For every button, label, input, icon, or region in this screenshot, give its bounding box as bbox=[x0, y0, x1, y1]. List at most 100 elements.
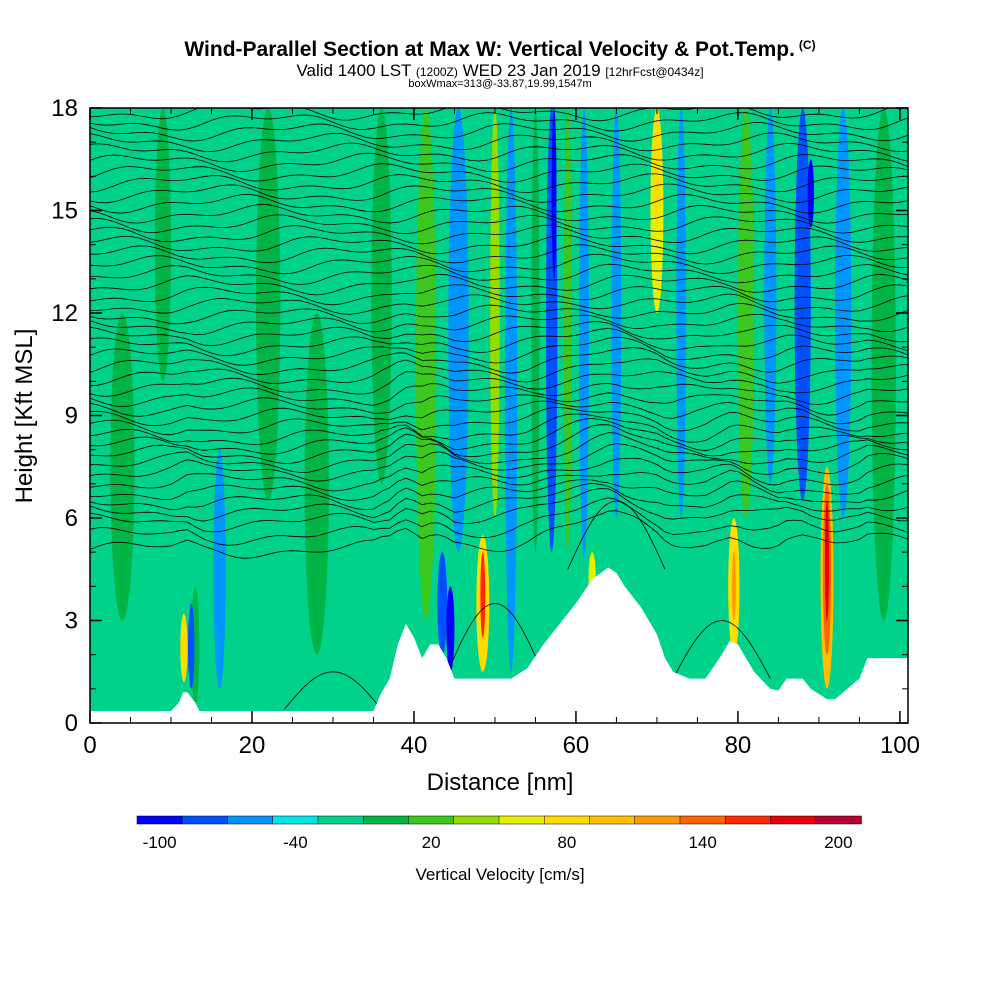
theta-contour-6 bbox=[90, 457, 908, 492]
theta-contour-13 bbox=[90, 400, 908, 427]
w-band-23 bbox=[611, 108, 622, 518]
colorbar-tick-label: 200 bbox=[824, 833, 852, 852]
colorbar-swatch-14 bbox=[770, 815, 817, 825]
theta-contour-11 bbox=[90, 413, 908, 445]
theta-contour-38 bbox=[90, 152, 908, 173]
x-tick-label: 0 bbox=[83, 732, 96, 759]
colorbar-swatch-5 bbox=[363, 815, 410, 825]
theta-contour-8 bbox=[90, 432, 908, 473]
y-tick-label: 12 bbox=[51, 300, 78, 327]
w-band-30 bbox=[764, 108, 777, 484]
x-tick-label: 20 bbox=[239, 732, 266, 759]
colorbar-swatch-2 bbox=[227, 815, 274, 825]
x-tick-label: 60 bbox=[563, 732, 590, 759]
theta-contour-2 bbox=[90, 488, 908, 533]
w-band-32 bbox=[807, 159, 815, 228]
colorbar-swatch-10 bbox=[589, 815, 636, 825]
w-band-5 bbox=[213, 449, 226, 689]
w-band-10 bbox=[437, 552, 448, 655]
theta-contour-5 bbox=[90, 469, 908, 501]
theta-contour-28 bbox=[90, 253, 908, 275]
y-tick-label: 9 bbox=[65, 403, 78, 430]
theta-contour-30 bbox=[90, 234, 908, 255]
theta-contour-15 bbox=[90, 382, 908, 408]
x-tick-label: 40 bbox=[401, 732, 428, 759]
w-band-8 bbox=[371, 108, 392, 484]
theta-contour-3 bbox=[90, 482, 908, 522]
w-band-7 bbox=[304, 313, 329, 655]
theta-contour-19 bbox=[90, 336, 908, 366]
colorbar-tick-label: -100 bbox=[143, 833, 177, 852]
theta-contour-21 bbox=[90, 321, 908, 347]
theta-contour-39 bbox=[90, 142, 908, 163]
colorbar-tick-label: -40 bbox=[283, 833, 308, 852]
colorbar-swatch-8 bbox=[498, 815, 545, 825]
theta-contour-18 bbox=[90, 347, 908, 376]
theta-low-contour-0 bbox=[284, 671, 382, 710]
colorbar-swatch-7 bbox=[453, 815, 500, 825]
colorbar-swatch-12 bbox=[679, 815, 726, 825]
w-band-28 bbox=[731, 552, 736, 621]
colorbar-swatch-4 bbox=[317, 815, 364, 825]
y-tick-label: 6 bbox=[65, 505, 78, 532]
theta-low-contour-3 bbox=[672, 620, 771, 679]
theta-contour-43 bbox=[90, 108, 890, 122]
y-axis-label: Height [Kft MSL] bbox=[11, 329, 38, 504]
title-mark: (C) bbox=[798, 38, 816, 52]
w-band-36 bbox=[835, 108, 852, 518]
box-max-info: boxWmax=313@-33.87,19.99,1547m bbox=[408, 78, 592, 90]
w-band-12 bbox=[448, 108, 469, 553]
subtitle-utc: (1200Z) bbox=[415, 65, 458, 79]
theta-contour-26 bbox=[90, 273, 908, 296]
theta-low-contour-1 bbox=[446, 602, 544, 676]
colorbar-title: Vertical Velocity [cm/s] bbox=[415, 865, 584, 884]
y-tick-label: 0 bbox=[65, 710, 78, 737]
theta-contour-36 bbox=[90, 173, 908, 194]
plot-area bbox=[90, 108, 908, 723]
w-band-35 bbox=[824, 500, 830, 621]
w-band-15 bbox=[490, 108, 500, 518]
colorbar-swatch-0 bbox=[136, 815, 183, 825]
colorbar-swatch-11 bbox=[634, 815, 681, 825]
theta-low-contour-2 bbox=[567, 500, 666, 570]
colorbar-swatch-6 bbox=[408, 815, 455, 825]
colorbar-swatch-1 bbox=[182, 815, 229, 825]
x-tick-label: 80 bbox=[725, 732, 752, 759]
theta-contour-29 bbox=[90, 244, 908, 265]
colorbar-tick-label: 80 bbox=[557, 833, 576, 852]
title-text: Wind-Parallel Section at Max W: Vertical… bbox=[184, 38, 795, 61]
theta-contour-12 bbox=[90, 406, 908, 436]
w-band-31 bbox=[794, 108, 811, 501]
y-tick-label: 15 bbox=[51, 198, 78, 225]
w-band-0 bbox=[110, 313, 135, 621]
theta-contour-23 bbox=[90, 302, 908, 325]
colorbar-swatch-9 bbox=[544, 815, 591, 825]
w-band-37 bbox=[871, 108, 896, 621]
chart-subtitle: Valid 1400 LST (1200Z) WED 23 Jan 2019 [… bbox=[0, 61, 1000, 81]
theta-contour-20 bbox=[90, 327, 908, 357]
theta-contour-9 bbox=[90, 424, 908, 464]
x-tick-label: 100 bbox=[880, 732, 920, 759]
w-band-16 bbox=[505, 108, 518, 672]
theta-contour-32 bbox=[90, 214, 908, 235]
w-band-9 bbox=[415, 108, 437, 621]
theta-contour-24 bbox=[90, 293, 908, 315]
theta-contour-7 bbox=[90, 443, 908, 482]
theta-contour-40 bbox=[90, 132, 908, 153]
theta-contour-41 bbox=[90, 122, 908, 142]
x-axis-label: Distance [nm] bbox=[427, 769, 574, 796]
theta-contour-22 bbox=[90, 313, 908, 336]
theta-contour-27 bbox=[90, 263, 908, 285]
colorbar: -100 -40 20 80 140 200 bbox=[136, 815, 862, 852]
w-band-20 bbox=[563, 108, 572, 553]
theta-contour-42 bbox=[90, 112, 908, 132]
subtitle-date: WED 23 Jan 2019 bbox=[462, 61, 601, 80]
theta-contour-33 bbox=[90, 203, 908, 224]
theta-contour-0 bbox=[90, 510, 908, 559]
w-band-4 bbox=[187, 603, 195, 689]
y-tick-label: 18 bbox=[51, 95, 78, 122]
chart-title: Wind-Parallel Section at Max W: Vertical… bbox=[0, 38, 1000, 62]
theta-contour-1 bbox=[90, 497, 908, 546]
w-band-2 bbox=[180, 613, 188, 682]
